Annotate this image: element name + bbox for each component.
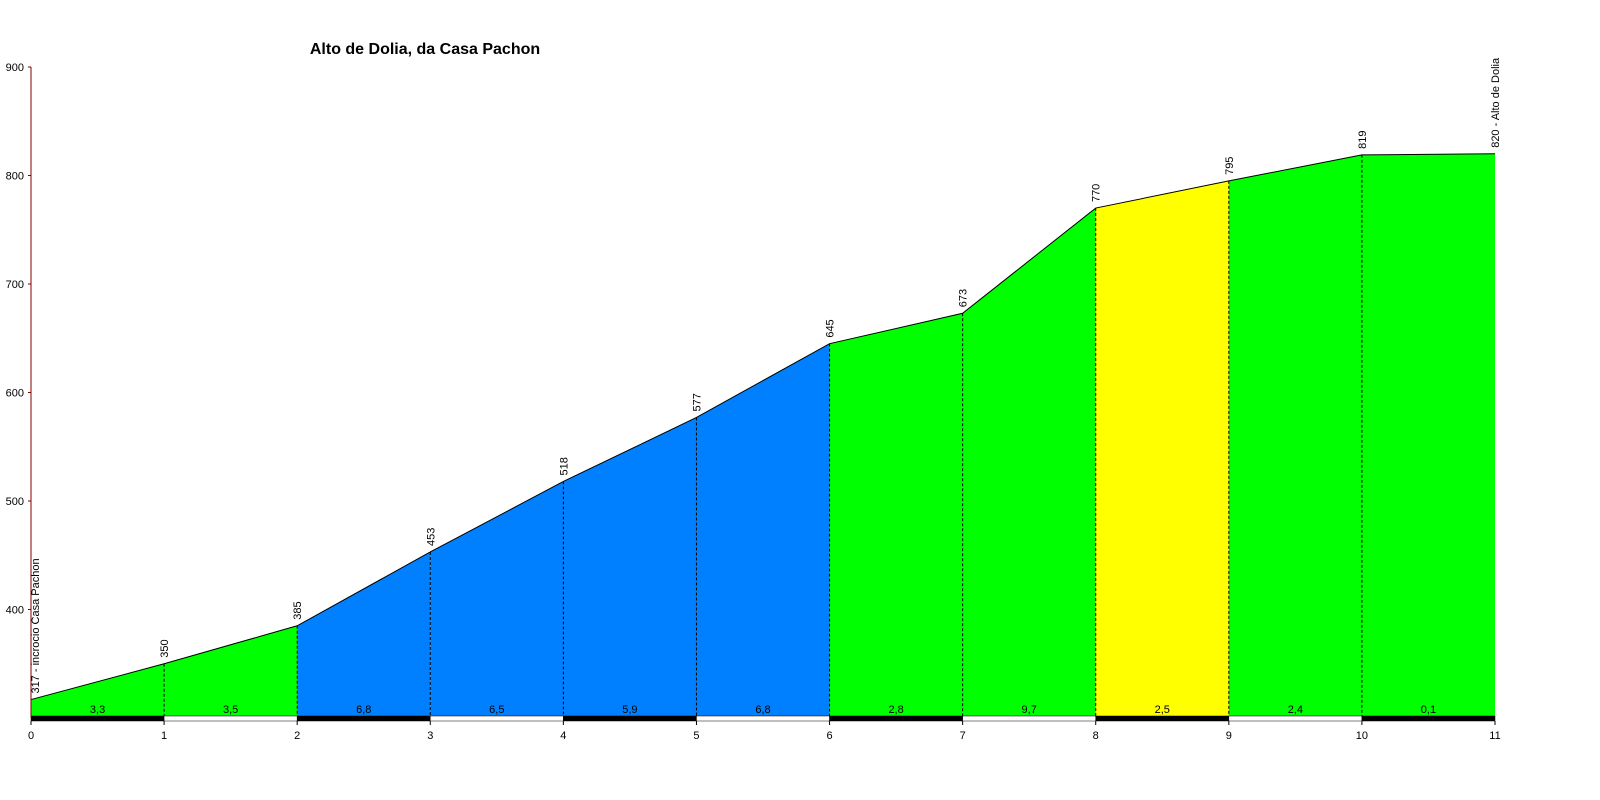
segment-label: 6,5: [489, 704, 504, 716]
point-label: 518: [558, 457, 570, 475]
point-label: 350: [159, 639, 171, 657]
segment-area: [1228, 154, 1362, 718]
x-tick-label: 8: [1093, 730, 1099, 742]
point-label: 453: [425, 528, 437, 546]
x-tick-label: 7: [960, 730, 966, 742]
stripe: [1095, 715, 1230, 722]
point-label: 317 - incrocio Casa Pachon: [30, 558, 42, 693]
point-label: 673: [958, 289, 970, 307]
segment-label: 6,8: [356, 704, 371, 716]
stripe: [430, 715, 564, 722]
stripe: [163, 715, 298, 722]
segment-area: [962, 208, 1096, 719]
segment-label: 3,3: [90, 704, 105, 716]
segment-label: 3,5: [223, 704, 238, 716]
y-tick-label: 600: [6, 388, 24, 400]
stripe: [1228, 715, 1363, 722]
stripe: [563, 715, 697, 722]
segment-area: [829, 313, 963, 718]
segment-area: [430, 481, 564, 718]
segment-label: 2,5: [1155, 704, 1170, 716]
segment-area: [1361, 153, 1495, 719]
segment-label: 0,1: [1421, 704, 1436, 716]
segment-label: 2,8: [888, 704, 903, 716]
y-tick-label: 900: [6, 62, 24, 74]
x-tick-label: 6: [826, 730, 832, 742]
segment-label: 6,8: [755, 704, 770, 716]
x-tick-label: 2: [294, 730, 300, 742]
segment-area: [164, 625, 298, 718]
y-tick-label: 400: [6, 605, 24, 617]
stripe: [696, 715, 830, 722]
stripe: [962, 715, 1096, 722]
point-label: 577: [691, 393, 703, 411]
point-label: 385: [292, 601, 304, 619]
y-tick-label: 700: [6, 279, 24, 291]
y-tick-label: 500: [6, 496, 24, 508]
chart-title: Alto de Dolia, da Casa Pachon: [310, 41, 540, 58]
stripe: [829, 715, 963, 722]
segment-area: [1095, 180, 1229, 719]
point-label: 770: [1091, 184, 1103, 202]
segment-label: 5,9: [622, 704, 637, 716]
x-tick-label: 11: [1489, 730, 1500, 742]
point-label: 795: [1224, 157, 1236, 175]
point-label: 819: [1357, 131, 1369, 149]
x-tick-label: 3: [427, 730, 433, 742]
segment-label: 2,4: [1288, 704, 1303, 716]
x-tick-label: 4: [560, 730, 566, 742]
profile-line: [30, 153, 1496, 701]
x-tick-label: 9: [1226, 730, 1232, 742]
segment-label: 9,7: [1022, 704, 1037, 716]
segment-area: [696, 343, 830, 718]
point-label: 645: [825, 319, 837, 337]
stripe: [30, 715, 165, 722]
point-label: 820 - Alto de Dolia: [1490, 57, 1502, 148]
x-tick-label: 10: [1356, 730, 1368, 742]
x-tick-label: 5: [693, 730, 699, 742]
stripe: [296, 715, 431, 722]
x-tick-label: 1: [161, 730, 167, 742]
x-tick-label: 0: [28, 730, 34, 742]
segment-area: [31, 663, 165, 718]
segment-area: [297, 551, 431, 718]
segment-area: [563, 417, 697, 718]
stripe: [1361, 715, 1496, 722]
y-tick-label: 800: [6, 171, 24, 183]
